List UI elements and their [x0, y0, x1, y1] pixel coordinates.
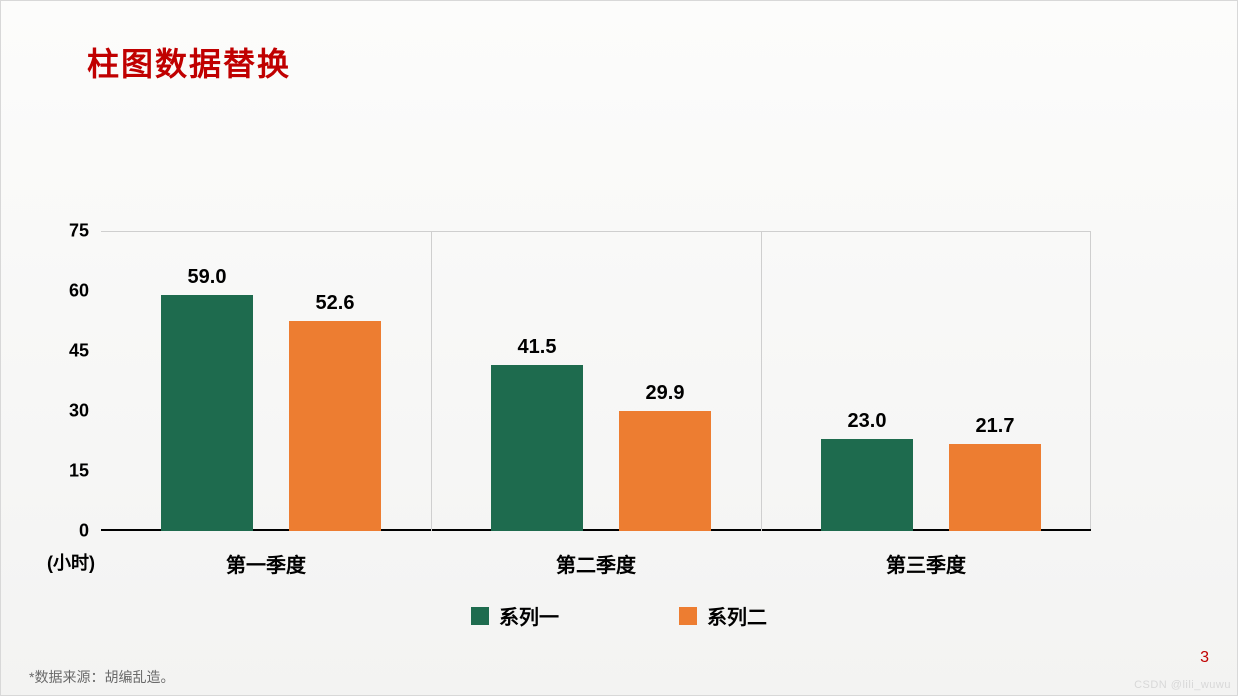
y-tick-label: 75	[69, 221, 101, 242]
legend-label: 系列二	[707, 601, 767, 630]
y-tick-label: 45	[69, 341, 101, 362]
category-label: 第一季度	[226, 549, 306, 578]
chart-title: 柱图数据替换	[87, 39, 291, 85]
legend-item: 系列一	[471, 601, 559, 630]
bar-chart: (小时) 01530456075第一季度59.052.6第二季度41.529.9…	[101, 231, 1091, 531]
watermark: CSDN @lili_wuwu	[1134, 679, 1231, 691]
bar-value-label: 21.7	[976, 415, 1015, 438]
bar-value-label: 29.9	[646, 382, 685, 405]
bar-group: 第三季度23.021.7	[761, 231, 1091, 531]
bar: 29.9	[619, 411, 711, 531]
y-axis-unit: (小时)	[47, 549, 101, 575]
bar-value-label: 41.5	[518, 336, 557, 359]
y-tick-label: 15	[69, 461, 101, 482]
legend: 系列一 系列二	[1, 601, 1237, 630]
bar-group: 第二季度41.529.9	[431, 231, 761, 531]
bar-value-label: 23.0	[848, 410, 887, 433]
page-number: 3	[1200, 649, 1209, 667]
slide: 柱图数据替换 (小时) 0 15 30 45 60 75 第一季度 59.0 52.6 第二季度 4…	[0, 0, 1238, 696]
category-label: 第二季度	[556, 549, 636, 578]
bar: 41.5	[491, 365, 583, 531]
y-tick-label: 0	[79, 521, 101, 542]
bar: 52.6	[289, 321, 381, 531]
bar: 59.0	[161, 295, 253, 531]
legend-item: 系列二	[679, 601, 767, 630]
legend-label: 系列一	[499, 601, 559, 630]
y-tick-label: 30	[69, 401, 101, 422]
bar-value-label: 59.0	[188, 266, 227, 289]
legend-swatch	[679, 607, 697, 625]
y-tick-label: 60	[69, 281, 101, 302]
category-label: 第三季度	[886, 549, 966, 578]
bar: 23.0	[821, 439, 913, 531]
bar-group: 第一季度59.052.6	[101, 231, 431, 531]
footnote: *数据来源：胡编乱造。	[29, 667, 174, 687]
bar-value-label: 52.6	[316, 292, 355, 315]
bar: 21.7	[949, 444, 1041, 531]
legend-swatch	[471, 607, 489, 625]
